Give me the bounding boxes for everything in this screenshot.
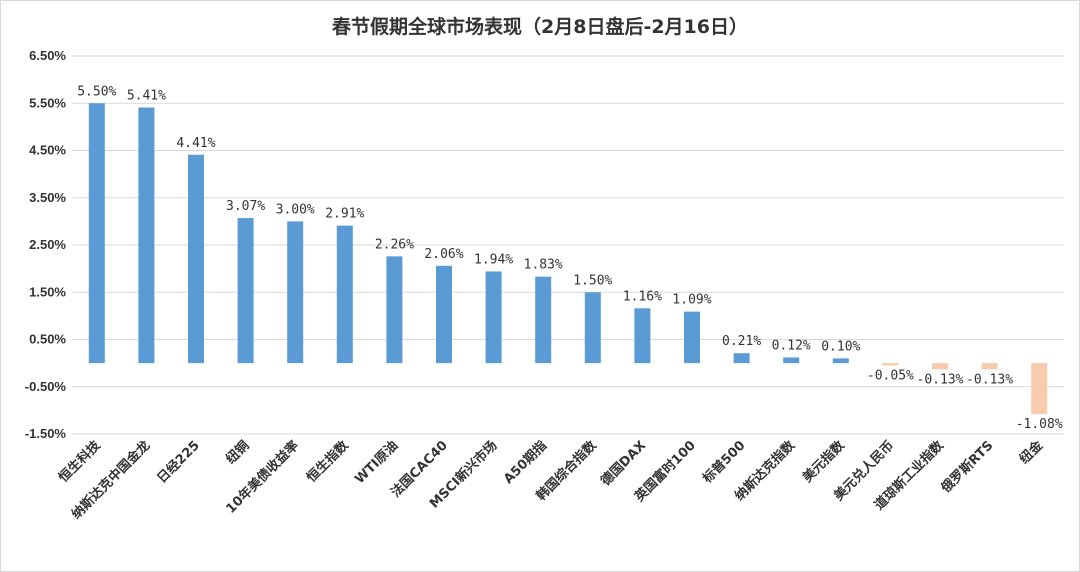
data-label: 5.50% [77, 84, 116, 99]
data-label: 2.06% [424, 247, 463, 262]
bar [584, 292, 601, 364]
bar [336, 225, 353, 364]
category-label: 纽金 [1016, 437, 1046, 467]
category-label: 日经225 [154, 438, 203, 487]
category-label: 恒生科技 [56, 437, 105, 486]
chart-title: 春节假期全球市场表现（2月8日盘后-2月16日） [332, 16, 748, 38]
data-label: -0.13% [966, 372, 1013, 387]
y-tick-label: 2.50% [29, 237, 66, 252]
data-label: 1.09% [672, 293, 711, 308]
y-axis-ticks: 6.50% 5.50% 4.50% 3.50% 2.50% 1.50% 0.50% -0.50… [25, 48, 67, 441]
data-label: -0.13% [917, 372, 964, 387]
bar [1031, 363, 1048, 415]
data-label: 3.07% [226, 199, 265, 214]
data-label: 1.16% [623, 289, 662, 304]
category-label: 德国DAX [598, 438, 650, 490]
category-label: 纽铜 [223, 438, 253, 468]
data-label: -0.05% [867, 368, 914, 383]
y-tick-label: 6.50% [29, 48, 66, 63]
bar [535, 276, 552, 364]
bar [684, 311, 700, 364]
data-label: 5.41% [127, 89, 166, 104]
y-tick-label: 3.50% [29, 190, 66, 205]
y-tick-label: -1.50% [25, 426, 67, 441]
bar [436, 265, 452, 364]
y-tick-label: 1.50% [29, 284, 66, 299]
data-label: -1.08% [1016, 417, 1063, 432]
bar [932, 363, 948, 370]
category-label: A50期指 [500, 438, 550, 488]
data-label: 4.41% [176, 136, 215, 151]
bars [88, 103, 1048, 415]
gridlines [72, 55, 1064, 435]
category-label: 恒生指数 [304, 437, 353, 486]
data-label: 1.94% [474, 252, 513, 267]
data-label: 2.91% [325, 207, 364, 222]
data-label: 2.26% [375, 237, 414, 252]
data-labels: 5.50% 5.41% 4.41% 3.07% 3.00% 2.91% 2.26% 2.06%… [77, 84, 1063, 432]
bar [882, 363, 899, 366]
y-tick-label: 4.50% [29, 143, 66, 158]
data-label: 1.50% [573, 273, 612, 288]
bar [188, 154, 204, 364]
data-label: 0.12% [772, 338, 811, 353]
data-label: 0.10% [821, 339, 860, 354]
bar [138, 107, 155, 364]
data-label: 1.83% [524, 258, 563, 273]
bar [88, 103, 105, 364]
bar [237, 218, 254, 364]
y-tick-label: -0.50% [25, 379, 67, 394]
bar [287, 221, 304, 364]
bar [832, 358, 849, 364]
bar [733, 353, 750, 364]
category-label: 俄罗斯RTS [937, 438, 996, 497]
category-label: WTI原油 [352, 438, 402, 488]
data-label: 0.21% [722, 334, 761, 349]
bar [386, 256, 403, 364]
bar [634, 308, 651, 364]
data-label: 3.00% [276, 202, 315, 217]
bar [783, 357, 800, 364]
category-label: 美元指数 [800, 437, 849, 486]
bar [981, 363, 998, 370]
y-tick-label: 5.50% [29, 95, 66, 110]
y-tick-label: 0.50% [29, 332, 66, 347]
category-label: 标普500 [699, 438, 749, 488]
bar [485, 271, 502, 364]
